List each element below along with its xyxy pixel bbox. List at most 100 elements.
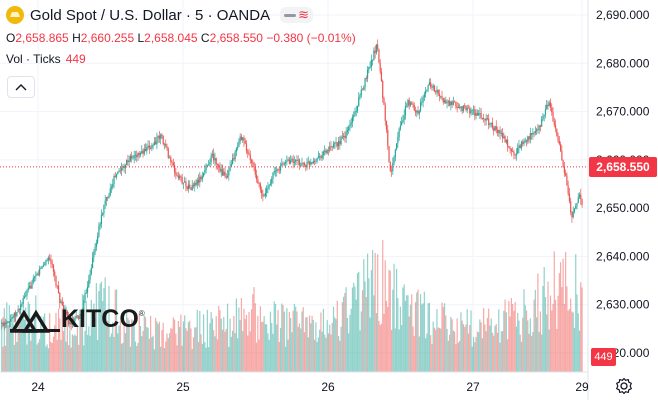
candle-body <box>170 157 172 162</box>
volume-bar <box>139 325 142 372</box>
volume-bar <box>419 294 422 372</box>
candle-body <box>346 130 349 132</box>
volume-bar <box>539 311 542 372</box>
candle-body <box>287 159 289 161</box>
candle-body <box>408 100 410 106</box>
volume-bar <box>133 322 135 372</box>
candle-body <box>481 117 483 119</box>
candle-body <box>45 260 47 265</box>
volume-bar <box>394 328 396 372</box>
volume-bar <box>55 312 57 372</box>
candle-body <box>572 211 574 218</box>
volume-bar <box>361 290 364 372</box>
candle-body <box>533 132 535 134</box>
volume-bar <box>515 326 518 372</box>
candle-body <box>423 94 425 98</box>
volume-bar <box>358 271 360 372</box>
candle-body <box>279 165 282 171</box>
volume-bar <box>73 335 75 372</box>
candle-body <box>522 141 524 144</box>
candle-body <box>226 175 229 178</box>
candle-body <box>578 194 581 198</box>
volume-bar <box>303 332 306 372</box>
settings-icon[interactable] <box>614 376 634 396</box>
candle-body <box>196 179 198 185</box>
change-value: −0.380 (−0.01%) <box>266 31 356 45</box>
candle-body <box>495 126 497 130</box>
candle-body <box>312 160 314 164</box>
volume-bar <box>81 294 84 372</box>
candle-body <box>143 148 145 154</box>
gold-bars-icon[interactable] <box>6 6 24 24</box>
volume-bar <box>52 336 55 372</box>
volume-bar <box>33 316 36 372</box>
volume-bar <box>171 328 173 372</box>
volume-bar <box>266 324 268 372</box>
volume-bar <box>296 311 298 372</box>
candle-body <box>93 252 95 258</box>
volume-bar <box>462 324 465 372</box>
candle-body <box>230 163 232 167</box>
volume-bar <box>22 309 24 372</box>
volume-bar <box>384 260 386 372</box>
candle-body <box>210 155 212 162</box>
candle-body <box>62 305 65 313</box>
candle-body <box>336 142 338 147</box>
candle-body <box>515 153 518 156</box>
candle-body <box>147 145 149 148</box>
volume-bar <box>364 281 366 372</box>
volume-bar <box>548 329 550 372</box>
close-label: C <box>200 31 210 45</box>
volume-bar <box>45 346 47 372</box>
symbol-title[interactable]: Gold Spot / U.S. Dollar · 5 · OANDA <box>30 6 271 24</box>
candle-body <box>257 179 259 183</box>
volume-bar <box>365 297 367 372</box>
candle-body <box>6 321 8 325</box>
candle-body <box>213 153 215 161</box>
volume-bar <box>517 312 519 372</box>
volume-bar <box>123 323 125 372</box>
series-toggle[interactable]: ≋ <box>280 7 313 23</box>
volume-bar <box>200 334 202 372</box>
candle-body <box>457 106 460 109</box>
candle-body <box>292 158 294 164</box>
volume-bar <box>440 328 442 372</box>
candle-body <box>102 213 104 216</box>
volume-bar <box>21 318 23 372</box>
volume-bar <box>505 312 507 372</box>
volume-bar <box>496 332 499 372</box>
volume-bar <box>247 335 249 372</box>
volume-bar <box>528 333 530 372</box>
volume-bar <box>422 303 424 372</box>
volume-bar <box>93 303 95 372</box>
volume-bar <box>61 308 63 372</box>
volume-bar <box>205 347 207 372</box>
candle-body <box>406 106 408 108</box>
candle-body <box>238 141 240 147</box>
volume-bar <box>484 324 486 372</box>
kitco-logo-text: KITCO <box>61 305 139 333</box>
volume-bar <box>495 324 497 372</box>
volume-bar <box>322 308 325 372</box>
collapse-legend-button[interactable] <box>7 76 35 98</box>
candle-body <box>249 154 251 161</box>
volume-bar <box>537 273 539 372</box>
candle-body <box>450 101 452 106</box>
candle-body <box>351 117 354 123</box>
volume-bar <box>160 346 162 372</box>
candle-body <box>239 136 241 142</box>
volume-label[interactable]: Vol · Ticks <box>6 52 61 66</box>
volume-bar <box>532 331 534 372</box>
volume-bar <box>351 287 354 372</box>
volume-bar <box>566 286 568 372</box>
candle-body <box>128 160 130 163</box>
volume-bar <box>243 308 245 372</box>
candle-body <box>566 175 568 186</box>
volume-bar <box>57 308 60 372</box>
candle-body <box>532 132 534 135</box>
candle-body <box>81 312 84 316</box>
volume-bar <box>455 344 457 372</box>
volume-bar <box>336 300 338 372</box>
